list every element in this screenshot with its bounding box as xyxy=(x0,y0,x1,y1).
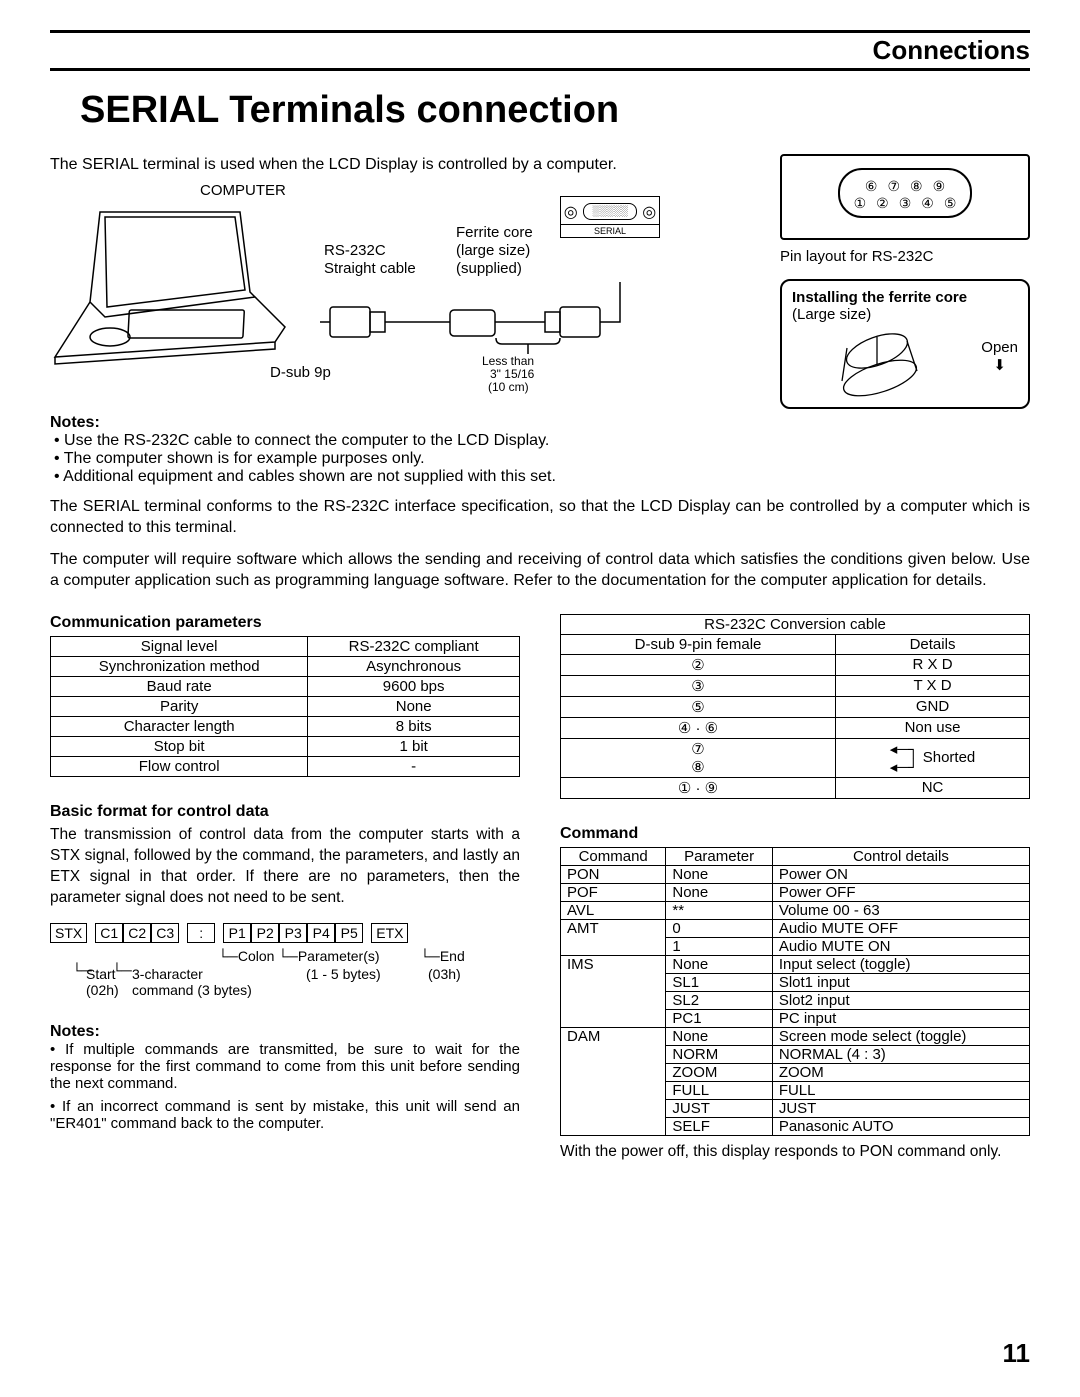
notes2-list: If multiple commands are transmitted, be… xyxy=(50,1041,520,1132)
page-title: SERIAL Terminals connection xyxy=(80,89,1030,132)
ferrite-install-box: Installing the ferrite core (Large size)… xyxy=(780,279,1030,409)
command-note: With the power off, this display respond… xyxy=(560,1142,1030,1163)
comm-params-heading: Communication parameters xyxy=(50,614,520,632)
notes-list: Use the RS-232C cable to connect the com… xyxy=(50,432,1030,486)
basic-format-heading: Basic format for control data xyxy=(50,803,520,821)
basic-format-text: The transmission of control data from th… xyxy=(50,825,520,909)
serial-port-box: ◎ ░░░░░ ◎ SERIAL xyxy=(560,196,660,238)
intro-text: The SERIAL terminal is used when the LCD… xyxy=(50,154,766,176)
paragraph-1: The SERIAL terminal conforms to the RS-2… xyxy=(50,496,1030,539)
computer-label: COMPUTER xyxy=(200,182,286,199)
laptop-icon xyxy=(50,202,300,382)
page-number: 11 xyxy=(1003,1338,1031,1369)
command-table: CommandParameterControl detailsPONNonePo… xyxy=(560,847,1030,1136)
pin-layout-box: ⑥⑦⑧⑨ ①②③④⑤ xyxy=(780,154,1030,240)
connection-diagram: ◎ ░░░░░ ◎ SERIAL COMPUTER RS-232C Straig… xyxy=(50,182,766,412)
format-diagram: STXC1C2C3:P1P2P3P4P5ETX └─ └─ └─ Colon └… xyxy=(50,923,520,1003)
command-heading: Command xyxy=(560,825,1030,843)
paragraph-2: The computer will require software which… xyxy=(50,549,1030,592)
conversion-cable-table: RS-232C Conversion cableD-sub 9-pin fema… xyxy=(560,614,1030,799)
ferrite-core-icon xyxy=(822,323,962,401)
pin-caption: Pin layout for RS-232C xyxy=(780,248,1030,265)
section-header: Connections xyxy=(50,30,1030,71)
section-title: Connections xyxy=(873,35,1030,65)
comm-params-table: Signal levelRS-232C compliantSynchroniza… xyxy=(50,636,520,777)
notes-heading: Notes: xyxy=(50,414,1030,432)
